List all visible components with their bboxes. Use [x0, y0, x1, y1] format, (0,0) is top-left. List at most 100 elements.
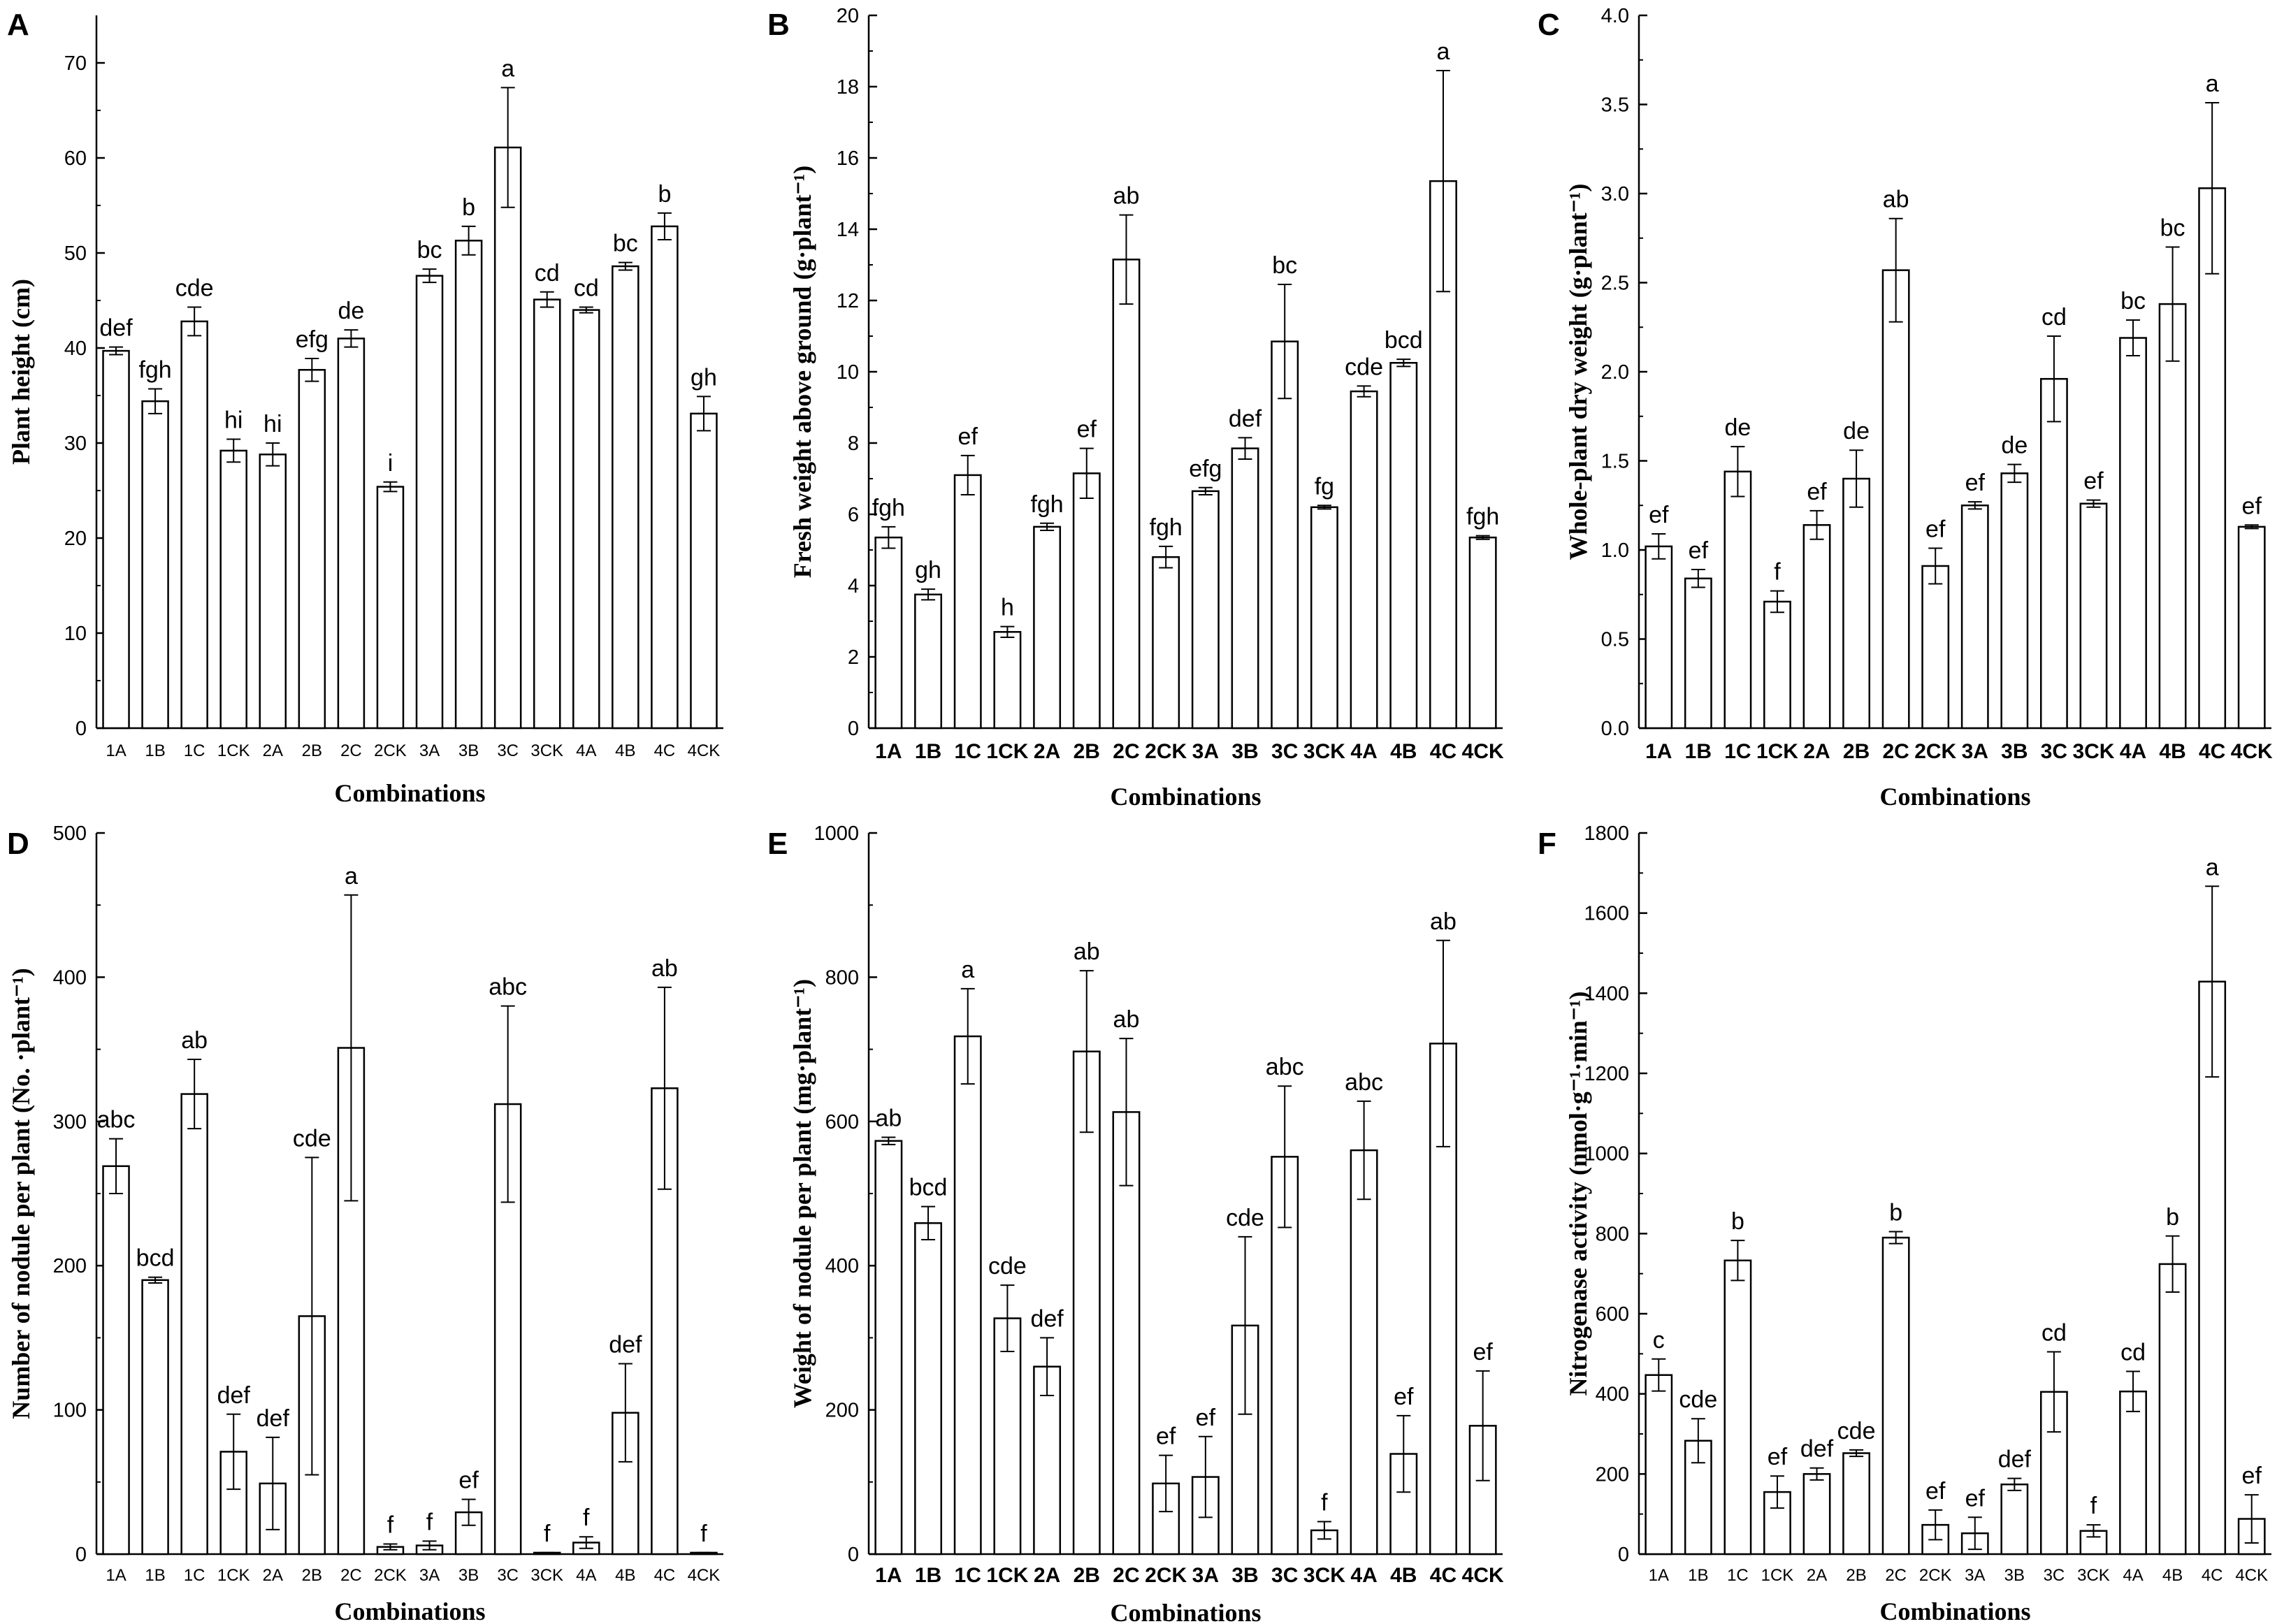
x-category-label: 2B — [1074, 1564, 1100, 1587]
y-tick-label: 16 — [837, 147, 859, 170]
bar — [1645, 545, 1673, 730]
x-category-label: 2CK — [1919, 1566, 1952, 1585]
x-category-label: 2A — [1803, 740, 1830, 763]
significance-letter: def — [1998, 1447, 2032, 1473]
x-category-label: 3A — [1962, 740, 1988, 763]
x-category-label: 4B — [2159, 740, 2185, 763]
x-category-label: 4CK — [2235, 1566, 2268, 1585]
significance-letter: ef — [1925, 1478, 1946, 1505]
x-category-label: 1B — [145, 741, 165, 760]
y-tick-label: 14 — [837, 219, 859, 241]
x-category-label: 1CK — [217, 741, 250, 760]
significance-letter: ef — [1965, 470, 1986, 496]
panel-f: F020040060080010001200140016001800c1Acde… — [1538, 822, 2271, 1624]
significance-letter: gh — [691, 364, 717, 391]
x-category-label: 2CK — [1145, 740, 1187, 763]
x-category-label: 4B — [1390, 1564, 1417, 1587]
x-category-label: 3CK — [2072, 740, 2114, 763]
significance-letter: fgh — [1030, 491, 1063, 518]
x-axis-title: Combinations — [334, 779, 485, 807]
bar — [2039, 377, 2068, 730]
x-category-label: 2A — [1034, 1564, 1060, 1587]
x-category-label: 2A — [1034, 740, 1060, 763]
bar — [2000, 1483, 2029, 1556]
significance-letter: bc — [613, 231, 638, 257]
bar — [2000, 472, 2029, 730]
y-axis-title: Whole-plant dry weight (g·plant⁻¹) — [1564, 184, 1592, 560]
x-category-label: 2A — [263, 741, 283, 760]
x-category-label: 1B — [915, 1564, 941, 1587]
x-category-label: 1C — [955, 740, 981, 763]
significance-letter: cde — [988, 1253, 1027, 1279]
x-category-label: 4B — [1390, 740, 1417, 763]
significance-letter: ef — [1649, 502, 1669, 528]
panel-letter: D — [7, 827, 29, 861]
significance-letter: ab — [1074, 938, 1100, 965]
y-tick-label: 40 — [64, 338, 87, 360]
x-category-label: 2A — [263, 1566, 283, 1585]
significance-letter: f — [544, 1521, 551, 1547]
x-category-label: 4A — [1350, 740, 1377, 763]
significance-letter: fgh — [138, 356, 171, 383]
y-tick-label: 0 — [848, 718, 859, 740]
x-category-label: 2B — [1074, 740, 1100, 763]
panel-a: A 0 10 20 30 40 50 60 70 def 1A fgh 1B cde 1C hi 1CK hi 2A… — [7, 8, 723, 807]
significance-letter: bcd — [1385, 327, 1423, 354]
bar — [1723, 1259, 1752, 1556]
significance-letter: cd — [574, 275, 599, 302]
x-axis-title: Combinations — [1110, 1599, 1261, 1624]
bar — [1684, 577, 1712, 730]
significance-letter: bc — [2120, 288, 2146, 314]
bar — [690, 412, 718, 730]
bar — [1191, 490, 1220, 730]
bar — [651, 225, 679, 730]
bar — [1350, 1149, 1378, 1556]
significance-letter: bc — [417, 237, 442, 263]
bar — [993, 631, 1022, 730]
bar — [1112, 259, 1141, 730]
significance-letter: de — [1843, 418, 1870, 444]
bar — [259, 454, 287, 730]
significance-letter: de — [338, 298, 364, 324]
bar — [1645, 1374, 1673, 1556]
y-tick-label: 1600 — [1584, 903, 1629, 925]
y-tick-label: 70 — [64, 52, 87, 75]
y-tick-label: 1.0 — [1601, 539, 1629, 562]
y-tick-label: 400 — [1596, 1384, 1629, 1406]
x-axis-title: Combinations — [1879, 783, 2030, 811]
x-category-label: 1B — [145, 1566, 165, 1585]
x-category-label: 2B — [1846, 1566, 1866, 1585]
x-category-label: 2C — [1113, 740, 1139, 763]
significance-letter: ab — [651, 955, 678, 982]
x-category-label: 1C — [1724, 740, 1751, 763]
significance-letter: f — [700, 1521, 707, 1547]
panel-b: B 0 2 4 6 8 10 12 14 16 18 20 fgh 1A gh 1B ef 1C h 1CK fgh 2A… — [767, 5, 1504, 811]
x-category-label: 4C — [1430, 1564, 1457, 1587]
x-category-label: 4B — [615, 741, 635, 760]
significance-letter: fgh — [1466, 504, 1499, 530]
significance-letter: ef — [1156, 1423, 1176, 1450]
bar — [415, 275, 444, 730]
significance-letter: ef — [1768, 1444, 1788, 1470]
x-category-label: 3C — [2041, 740, 2067, 763]
x-category-label: 2C — [1882, 740, 1909, 763]
significance-letter: f — [426, 1509, 433, 1535]
bar — [1881, 1236, 1910, 1556]
significance-letter: cd — [2041, 1319, 2067, 1346]
significance-letter: a — [1437, 38, 1450, 65]
bar — [2079, 502, 2108, 730]
y-tick-label: 8 — [848, 433, 859, 455]
panel-d: D 0 100 200 300 400 500 abc 1A bcd 1B ab 1C def 1CK def… — [7, 822, 723, 1624]
panel-e: E 0 200 400 600 800 1000 ab 1A bcd 1B a 1C cde 1CK def 2… — [767, 822, 1504, 1624]
bar — [1842, 1452, 1871, 1556]
bar — [102, 1165, 130, 1556]
x-category-label: 4B — [615, 1566, 635, 1585]
significance-letter: ef — [1473, 1339, 1493, 1365]
significance-letter: ef — [458, 1467, 479, 1494]
x-category-label: 1CK — [986, 740, 1028, 763]
bar — [874, 1140, 903, 1556]
significance-letter: ab — [181, 1027, 208, 1054]
y-tick-label: 0.5 — [1601, 629, 1629, 651]
bar — [493, 146, 522, 730]
